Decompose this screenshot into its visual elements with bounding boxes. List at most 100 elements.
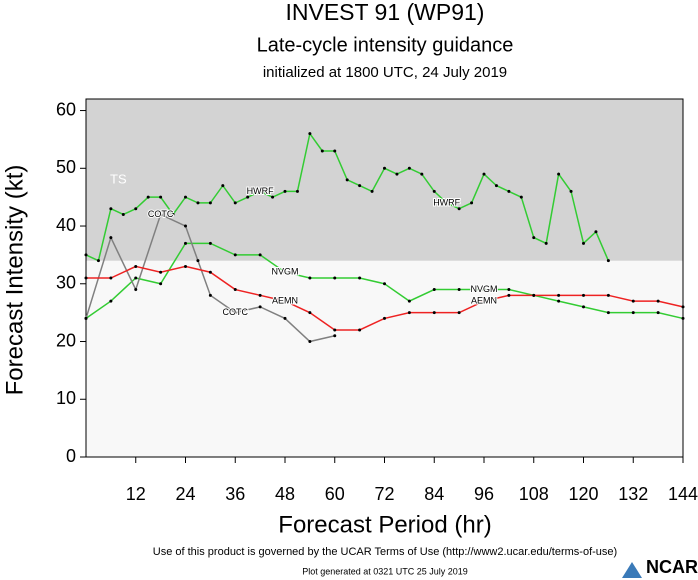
data-point: [121, 212, 125, 216]
x-tick-label: 96: [474, 484, 494, 504]
data-point: [507, 293, 511, 297]
data-point: [84, 253, 88, 257]
data-point: [606, 259, 610, 263]
data-point: [494, 184, 498, 188]
data-point: [283, 316, 287, 320]
data-point: [420, 172, 424, 176]
data-point: [656, 311, 660, 315]
data-point: [159, 212, 163, 216]
data-point: [84, 276, 88, 280]
data-point: [407, 299, 411, 303]
series-label: AEMN: [272, 295, 298, 305]
data-point: [196, 201, 200, 205]
data-point: [295, 189, 299, 193]
data-point: [208, 201, 212, 205]
data-point: [184, 264, 187, 268]
footer: Use of this product is governed by the U…: [153, 546, 617, 558]
data-point: [383, 316, 386, 320]
data-point: [606, 311, 610, 315]
data-point: [208, 293, 212, 297]
x-tick-label: 84: [424, 484, 444, 504]
data-point: [395, 172, 399, 176]
data-point: [134, 288, 138, 292]
series-label: HWRF: [247, 186, 274, 196]
data-point: [233, 201, 237, 205]
data-point: [457, 311, 461, 315]
data-point: [84, 316, 88, 320]
data-point: [631, 311, 635, 315]
y-tick-label: 50: [56, 157, 76, 177]
generated: Plot generated at 0321 UTC 25 July 2019: [302, 566, 468, 576]
data-point: [109, 276, 113, 280]
data-point: [432, 288, 436, 292]
data-point: [333, 328, 337, 332]
data-point: [159, 270, 163, 274]
x-tick-label: 132: [618, 484, 648, 504]
data-point: [283, 189, 287, 193]
x-tick-label: 144: [668, 484, 698, 504]
data-point: [544, 241, 548, 245]
y-tick-label: 20: [56, 330, 76, 350]
x-tick-label: 72: [374, 484, 394, 504]
ts-band: [86, 99, 683, 261]
data-point: [519, 195, 523, 199]
data-point: [482, 172, 486, 176]
data-point: [308, 311, 312, 315]
data-point: [457, 207, 461, 211]
x-tick-label: 60: [325, 484, 345, 504]
data-point: [656, 299, 660, 303]
data-point: [159, 195, 163, 199]
data-point: [134, 207, 138, 211]
data-point: [594, 230, 598, 234]
data-point: [134, 264, 138, 268]
data-point: [333, 276, 337, 280]
series-label: AEMN: [471, 295, 497, 305]
data-point: [146, 195, 150, 199]
data-point: [184, 241, 187, 245]
data-point: [432, 189, 436, 193]
data-point: [283, 299, 287, 303]
data-point: [482, 299, 486, 303]
x-axis-label: Forecast Period (hr): [278, 511, 491, 538]
series-label: COTC: [148, 209, 174, 219]
data-point: [96, 259, 100, 263]
y-tick-label: 40: [56, 215, 76, 235]
data-point: [333, 149, 337, 153]
data-point: [383, 166, 386, 170]
x-tick-label: 24: [175, 484, 195, 504]
data-point: [109, 236, 113, 240]
data-point: [283, 270, 287, 274]
data-point: [532, 293, 536, 297]
y-tick-label: 0: [66, 446, 76, 466]
data-point: [507, 189, 511, 193]
data-point: [184, 224, 187, 228]
data-point: [308, 132, 312, 136]
data-point: [196, 259, 200, 263]
data-point: [208, 270, 212, 274]
logo: NCAR: [646, 557, 698, 577]
data-point: [482, 288, 486, 292]
data-point: [246, 195, 250, 199]
data-point: [407, 166, 411, 170]
data-point: [258, 189, 262, 193]
data-point: [383, 282, 386, 286]
data-point: [432, 311, 436, 315]
data-point: [370, 189, 374, 193]
series-label: NVGM: [272, 267, 299, 277]
data-point: [681, 305, 685, 309]
x-tick-label: 12: [126, 484, 146, 504]
y-axis-label: Forecast Intensity (kt): [1, 165, 28, 396]
data-point: [233, 311, 237, 315]
data-point: [631, 299, 635, 303]
logo-icon: [622, 562, 642, 578]
data-point: [358, 184, 362, 188]
data-point: [159, 282, 163, 286]
series-label: COTC: [223, 307, 249, 317]
data-point: [308, 340, 312, 344]
data-point: [109, 299, 113, 303]
x-tick-label: 120: [568, 484, 598, 504]
data-point: [233, 288, 237, 292]
data-point: [358, 276, 362, 280]
data-point: [532, 236, 536, 240]
x-tick-label: 48: [275, 484, 295, 504]
